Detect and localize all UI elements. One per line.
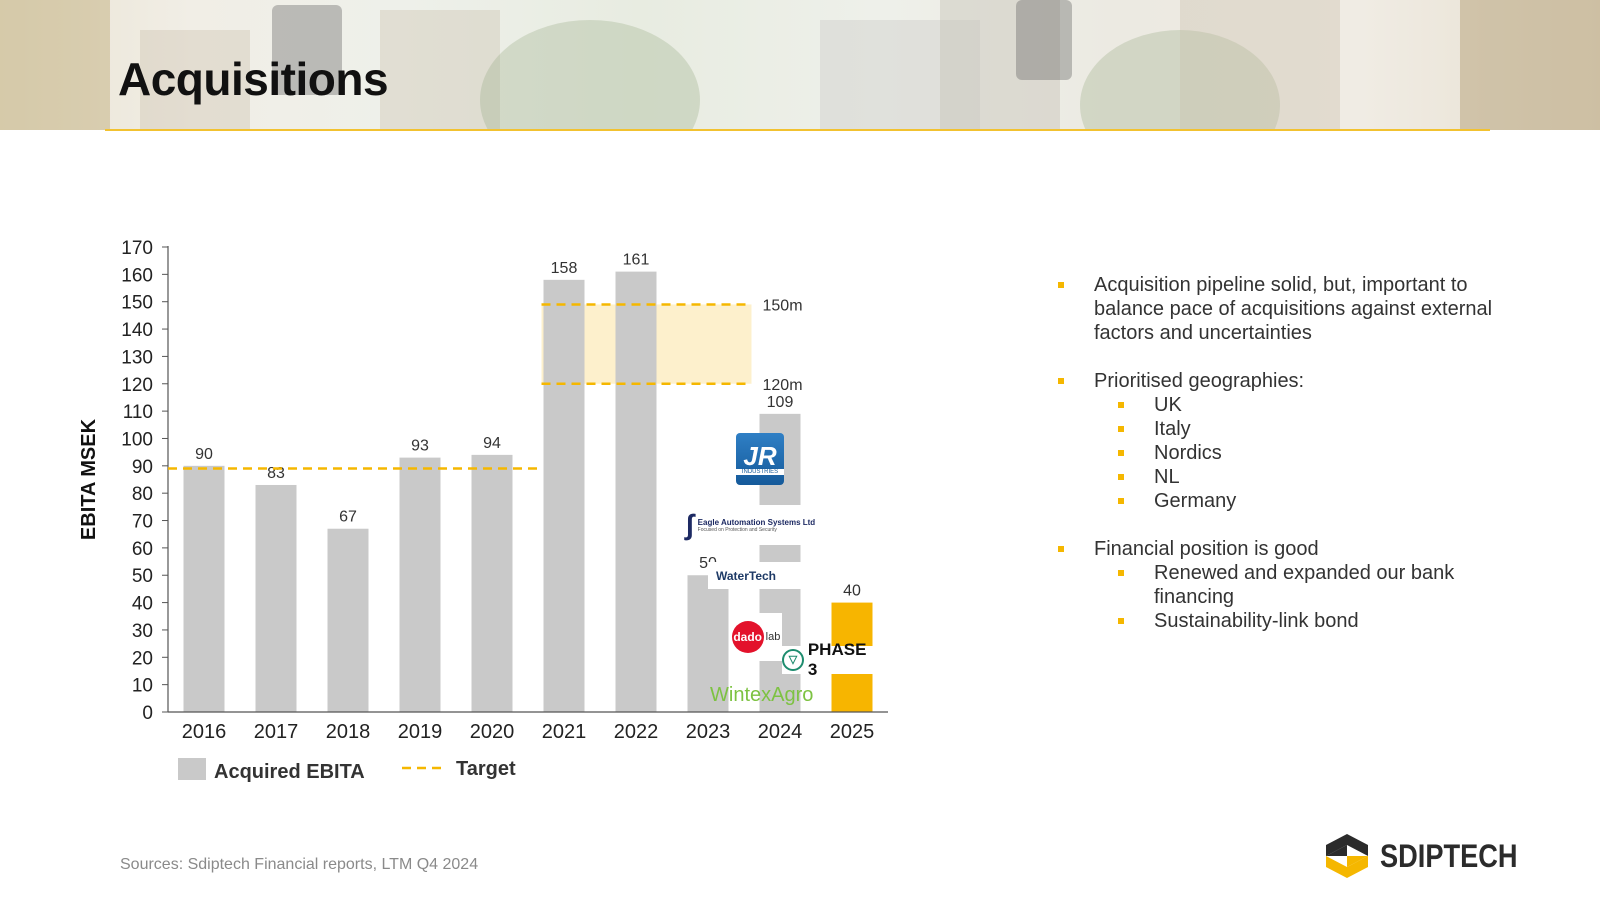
eagle-swoosh-icon: ∫ [686,509,694,540]
legend-layer: Acquired EBITA Target [178,758,516,783]
x-tick-label-2017: 2017 [254,721,299,743]
y-tick-label: 80 [132,484,153,505]
sub-bullet-geography: NL [1058,465,1498,489]
bullet-pipeline: Acquisition pipeline solid, but, importa… [1058,273,1498,345]
bar-2018 [327,528,369,712]
data-label-2016: 90 [195,446,213,463]
label-layer: 90836793941581615010940150m120m [168,252,861,600]
x-tick-label-2022: 2022 [614,721,659,743]
x-tick-label-2018: 2018 [326,721,371,743]
y-tick-label: 160 [121,265,153,286]
data-label-2022: 161 [623,252,650,269]
bar-2017 [255,484,297,712]
x-tick-label-2021: 2021 [542,721,587,743]
bar-layer [183,271,873,712]
sdiptech-brand: SDIPTECH [1324,832,1542,880]
legend-label-target: Target [456,758,516,780]
sub-bullet-financing: Sustainability-link bond [1058,609,1498,633]
y-tick-label: 20 [132,648,153,669]
bullet-spacer [1058,345,1498,369]
band-lower-label: 120m [763,377,803,394]
legend-label-acquired-ebita: Acquired EBITA [214,761,365,783]
phase3-logo: ▽ PHASE 3 [782,640,880,679]
bar-2016 [183,465,225,712]
data-label-2020: 94 [483,435,501,452]
header-banner [0,0,1600,130]
sub-bullet-geography: UK [1058,393,1498,417]
eagle-automation-logo: ∫ Eagle Automation Systems Ltd Focused o… [682,505,822,545]
y-tick-label: 170 [121,238,153,259]
dado-logo-subtext: lab [765,631,781,643]
eagle-logo-name: Eagle Automation Systems Ltd [697,517,816,527]
y-tick-label: 150 [121,293,153,314]
bar-2021 [543,279,585,712]
brand-name: SDIPTECH [1380,837,1518,874]
x-tick-label-2023: 2023 [686,721,731,743]
eagle-logo-tagline: Focused on Protection and Security [697,526,777,533]
y-tick-label: 140 [121,320,153,341]
phase3-logo-text: PHASE 3 [807,640,867,679]
sdiptech-logo-icon [1326,834,1368,878]
y-tick-label: 10 [132,676,153,697]
axis-layer: 0 10 20 30 40 50 60 70 80 90 100 110 120 130 140 150 160… [78,238,888,743]
y-tick-label: 70 [132,512,153,533]
legend-swatch-acquired-ebita [178,758,206,780]
y-tick-label: 100 [121,429,153,450]
sub-bullet-geography: Nordics [1058,441,1498,465]
y-tick-label: 50 [132,566,153,587]
dado-lab-logo: dado lab [730,613,782,661]
x-tick-label-2025: 2025 [830,721,875,743]
acquired-ebita-chart: 0 10 20 30 40 50 60 70 80 90 100 110 120 130 140 150 160… [78,238,888,783]
sub-bullet-geography: Italy [1058,417,1498,441]
jr-logo-subtext: INDUSTRIES [736,469,784,475]
bar-2020 [471,454,513,712]
x-tick-label-2016: 2016 [182,721,227,743]
data-label-2025: 40 [843,583,861,600]
y-tick-label: 90 [132,457,153,478]
y-tick-label: 110 [123,402,153,423]
jr-logo-mark: JR [743,441,777,471]
x-tick-label-2020: 2020 [470,721,515,743]
bullet-financial-position: Financial position is good [1058,537,1498,561]
y-tick-label: 30 [132,621,153,642]
bar-2023 [687,575,729,712]
sub-bullet-geography: Germany [1058,489,1498,513]
bar-2019 [399,457,441,712]
phase3-ring-icon: ▽ [782,649,804,671]
bar-2022 [615,271,657,712]
wintex-agro-logo: WintexAgro [710,683,814,706]
y-tick-label: 40 [132,594,153,615]
y-tick-label: 60 [132,539,153,560]
bullet-spacer [1058,513,1498,537]
sources-footnote: Sources: Sdiptech Financial reports, LTM… [120,856,479,873]
dado-logo-mark: dado [731,621,764,653]
bullet-geographies: Prioritised geographies: [1058,369,1498,393]
header-divider [105,129,1490,131]
watertech-logo: WaterTech [708,562,806,589]
data-label-2021: 158 [551,260,578,277]
y-tick-label: 0 [142,703,153,724]
x-tick-label-2019: 2019 [398,721,443,743]
band-upper-label: 150m [763,297,803,314]
jr-industries-logo: JR INDUSTRIES [736,433,784,485]
y-tick-label: 120 [121,375,153,396]
y-axis-title: EBITA MSEK [78,418,100,540]
y-tick-label: 130 [121,347,153,368]
data-label-2018: 67 [339,509,357,526]
data-label-2024: 109 [767,394,794,411]
page-title: Acquisitions [118,53,389,105]
data-label-2019: 93 [411,438,429,455]
key-points-list: Acquisition pipeline solid, but, importa… [1058,273,1498,633]
x-tick-label-2024: 2024 [758,721,803,743]
sub-bullet-financing: Renewed and expanded our bank financing [1058,561,1498,609]
